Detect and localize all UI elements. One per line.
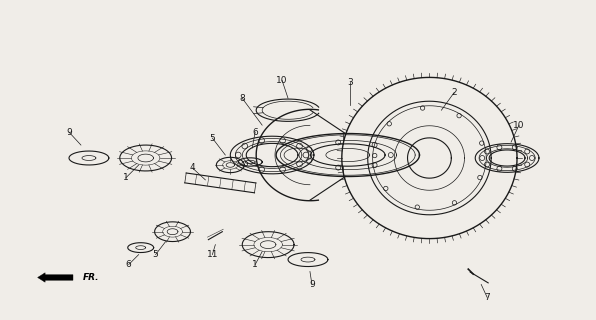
Text: 6: 6 (126, 260, 132, 269)
Text: 11: 11 (207, 250, 218, 259)
Text: 8: 8 (240, 94, 245, 103)
Text: 5: 5 (210, 133, 215, 143)
Text: 9: 9 (309, 280, 315, 289)
FancyArrow shape (38, 273, 73, 282)
Text: 10: 10 (277, 76, 288, 85)
Text: 7: 7 (485, 293, 490, 302)
Text: 4: 4 (190, 164, 195, 172)
Text: 10: 10 (513, 121, 525, 130)
Text: 6: 6 (252, 128, 258, 137)
Text: 3: 3 (347, 78, 353, 87)
Text: 2: 2 (452, 88, 457, 97)
Text: 5: 5 (153, 250, 159, 259)
Text: FR.: FR. (83, 273, 100, 282)
Text: 1: 1 (123, 173, 129, 182)
Text: 9: 9 (66, 128, 72, 137)
Text: 1: 1 (252, 260, 258, 269)
